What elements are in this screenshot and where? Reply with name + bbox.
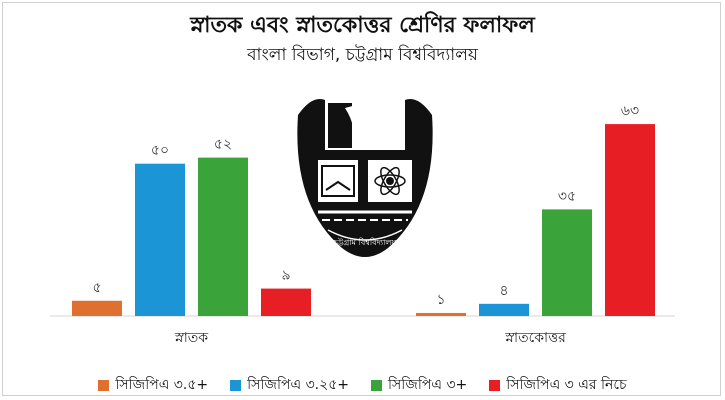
category-label-2: স্নাতকোত্তর bbox=[504, 330, 566, 346]
bar-1-4 bbox=[261, 288, 311, 316]
svg-text:চট্টগ্রাম বিশ্ববিদ্যালয়: চট্টগ্রাম বিশ্ববিদ্যালয় bbox=[333, 238, 397, 247]
legend-label-3: সিজিপিএ ৩+ bbox=[388, 377, 468, 393]
legend-item-3: সিজিপিএ ৩+ bbox=[371, 373, 467, 397]
legend-swatch-4 bbox=[489, 379, 501, 391]
bar-2-1 bbox=[416, 312, 466, 316]
legend-label-2: সিজিপিএ ৩.২৫+ bbox=[247, 377, 350, 393]
data-label-1-2: ৫০ bbox=[151, 143, 169, 159]
bar-2-2 bbox=[479, 303, 529, 316]
data-label-1-1: ৫ bbox=[92, 280, 101, 296]
legend-swatch-1 bbox=[98, 379, 110, 391]
data-label-1-4: ৯ bbox=[281, 268, 290, 284]
bar-1-3 bbox=[198, 157, 248, 316]
data-label-2-3: ৩৫ bbox=[558, 188, 576, 204]
data-label-2-4: ৬৩ bbox=[621, 103, 639, 119]
data-label-2-2: ৪ bbox=[499, 283, 508, 299]
bar-2-3 bbox=[542, 209, 592, 316]
legend-item-4: সিজিপিএ ৩ এর নিচে bbox=[489, 373, 627, 397]
chart-title: স্নাতক এবং স্নাতকোত্তর শ্রেণির ফলাফল bbox=[190, 13, 535, 38]
legend-label-1: সিজিপিএ ৩.৫+ bbox=[115, 377, 209, 393]
data-label-2-1: ১ bbox=[436, 292, 445, 308]
legend-swatch-3 bbox=[371, 379, 383, 391]
legend-item-1: সিজিপিএ ৩.৫+ bbox=[98, 373, 208, 397]
bar-2-4 bbox=[605, 124, 655, 316]
chart-subtitle: বাংলা বিভাগ, চট্টগ্রাম বিশ্ববিদ্যালয় bbox=[247, 45, 478, 65]
chart-frame bbox=[2, 2, 721, 396]
legend-label-4: সিজিপিএ ৩ এর নিচে bbox=[506, 377, 627, 393]
category-label-1: স্নাতক bbox=[174, 330, 208, 346]
chart-legend: সিজিপিএ ৩.৫+ সিজিপিএ ৩.২৫+ সিজিপিএ ৩+ সিজিপ… bbox=[0, 373, 725, 397]
legend-swatch-2 bbox=[230, 379, 242, 391]
bar-1-2 bbox=[135, 163, 185, 316]
bar-1-1 bbox=[72, 300, 122, 316]
university-emblem: চট্টগ্রাম বিশ্ববিদ্যালয় bbox=[297, 99, 433, 257]
data-label-1-3: ৫২ bbox=[214, 137, 232, 153]
legend-item-2: সিজিপিএ ৩.২৫+ bbox=[230, 373, 349, 397]
